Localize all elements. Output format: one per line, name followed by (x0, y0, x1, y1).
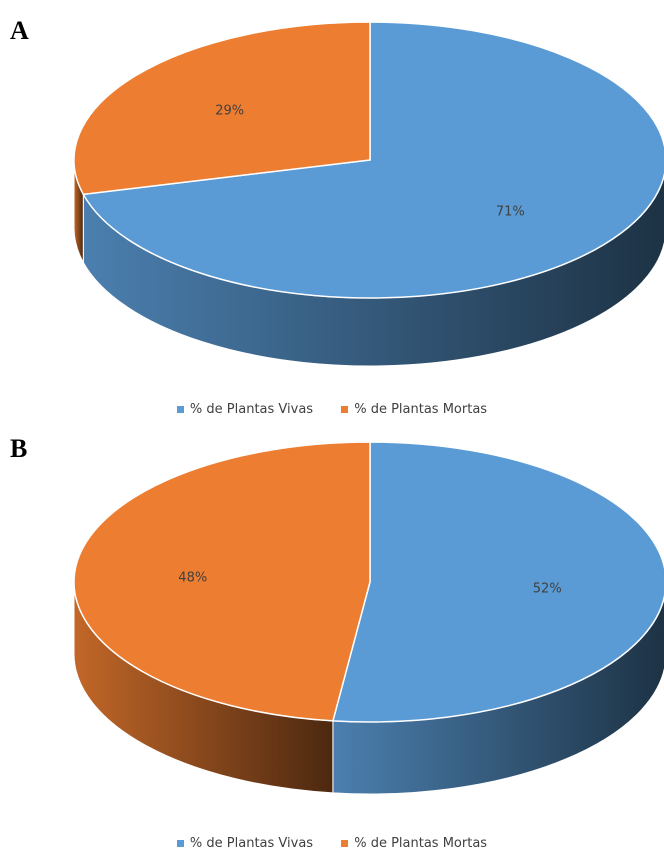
data-label-mortas: 29% (215, 103, 244, 118)
pie-a-svg: 71% 29% (73, 21, 664, 367)
legend-swatch-mortas (341, 406, 349, 413)
legend-label-vivas: % de Plantas Vivas (189, 836, 314, 851)
pie-slice-vivas (82, 21, 664, 299)
legend-item-mortas: % de Plantas Mortas (341, 402, 487, 417)
data-label-vivas: 52% (533, 581, 562, 596)
legend-swatch-vivas (176, 406, 184, 413)
legend-item-vivas: % de Plantas Vivas (176, 402, 314, 417)
legend-swatch-vivas (176, 840, 184, 847)
panel-label-a: A (10, 16, 29, 45)
pie-b-svg: 52% 48% (73, 441, 664, 795)
legend-label-mortas: % de Plantas Mortas (354, 402, 488, 417)
legend-a: % de Plantas Vivas % de Plantas Mortas (0, 402, 664, 417)
legend-label-mortas: % de Plantas Mortas (354, 836, 488, 851)
pie-slice-mortas (73, 21, 371, 196)
legend-item-vivas: % de Plantas Vivas (176, 836, 314, 851)
panel-label-b: B (10, 434, 28, 463)
pie-chart-b: B 52% 48% % de Plantas Vivas % de Plantas… (0, 426, 664, 852)
data-label-mortas: 48% (178, 571, 207, 586)
pie-slice-mortas (73, 441, 371, 722)
pie-slice-vivas (331, 441, 664, 723)
data-label-vivas: 71% (496, 205, 525, 220)
legend-item-mortas: % de Plantas Mortas (341, 836, 487, 851)
legend-label-vivas: % de Plantas Vivas (189, 402, 314, 417)
pie-chart-a: A 71% 29% % de Plantas Vivas % de Plantas… (0, 16, 664, 417)
legend-b: % de Plantas Vivas % de Plantas Mortas (0, 836, 664, 851)
legend-swatch-mortas (341, 840, 349, 847)
